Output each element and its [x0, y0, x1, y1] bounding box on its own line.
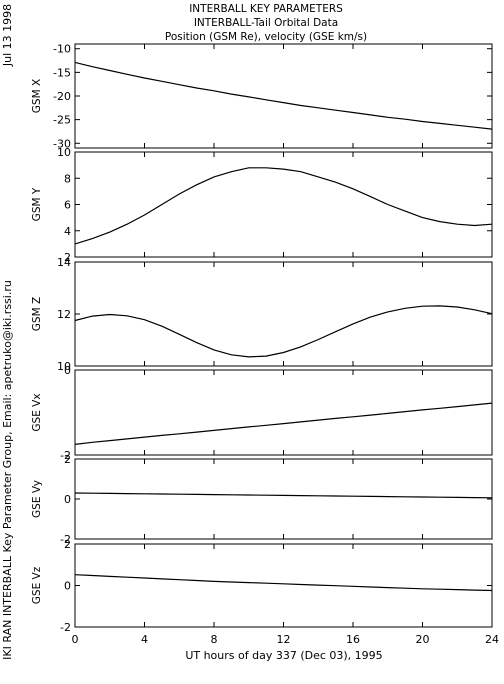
panel-1: -10 -15 -20 -25 -30 GSM X: [31, 43, 493, 150]
y-tick-label: 2: [64, 538, 71, 551]
panel-6: 2 0 -2 GSE Vz: [31, 538, 493, 634]
y-tick-label: 10: [57, 360, 71, 373]
y-tick-label: -10: [53, 43, 71, 56]
y-tick-label: 2: [64, 453, 71, 466]
series-line: [74, 574, 493, 592]
y-tick-label: 0: [64, 493, 71, 506]
x-tick-label: 16: [346, 633, 360, 646]
y-axis-label: GSE Vy: [31, 480, 43, 518]
series-line: [74, 402, 493, 445]
date-label: Jul 13 1998: [1, 4, 14, 67]
y-tick-label: 6: [64, 199, 71, 212]
y-tick-label: 12: [57, 308, 71, 321]
x-tick-label: 8: [211, 633, 218, 646]
series-line: [74, 492, 493, 499]
x-axis-title: UT hours of day 337 (Dec 03), 1995: [185, 649, 382, 662]
y-tick-label: -25: [53, 114, 71, 127]
panel-5: 2 0 -2 GSE Vy: [31, 453, 493, 546]
x-tick-label: 20: [416, 633, 430, 646]
panel-2: 2 4 6 8 10 GSM Y: [31, 146, 493, 264]
y-tick-label: -30: [53, 137, 71, 150]
y-tick-label: -2: [60, 449, 71, 462]
title-line-2: INTERBALL-Tail Orbital Data: [194, 17, 338, 29]
y-tick-label: 10: [57, 146, 71, 159]
y-axis-label: GSE Vx: [31, 393, 43, 431]
y-tick-label: 0: [64, 580, 71, 593]
y-axis-label: GSE Vz: [31, 566, 43, 604]
y-axis-label: GSM Z: [31, 297, 43, 331]
series-line: [74, 61, 493, 130]
series-line: [74, 167, 493, 245]
y-tick-label: -2: [60, 533, 71, 546]
x-tick-label: 24: [485, 633, 499, 646]
y-tick-label: 8: [64, 172, 71, 185]
title-line-3: Position (GSM Re), velocity (GSE km/s): [165, 31, 367, 43]
y-axis-label: GSM Y: [31, 187, 43, 221]
y-tick-label: -15: [53, 66, 71, 79]
x-tick-label: 12: [277, 633, 291, 646]
y-tick-label: -20: [53, 90, 71, 103]
series-line: [74, 305, 493, 358]
y-tick-label: 0: [64, 364, 71, 377]
credit-label: IKI RAN INTERBALL Key Parameter Group, E…: [1, 280, 14, 660]
x-tick-label: 0: [72, 633, 79, 646]
y-tick-label: 4: [64, 225, 71, 238]
x-tick-label: 4: [141, 633, 148, 646]
y-tick-label: 14: [57, 256, 71, 269]
panel-3: 10 12 14 GSM Z: [31, 256, 493, 373]
y-tick-label: -2: [60, 621, 71, 634]
y-axis-label: GSM X: [31, 79, 43, 113]
title-line-1: INTERBALL KEY PARAMETERS: [189, 3, 343, 15]
panel-4: 0 -2 GSE Vx: [31, 364, 493, 462]
y-tick-label: 2: [64, 251, 71, 264]
